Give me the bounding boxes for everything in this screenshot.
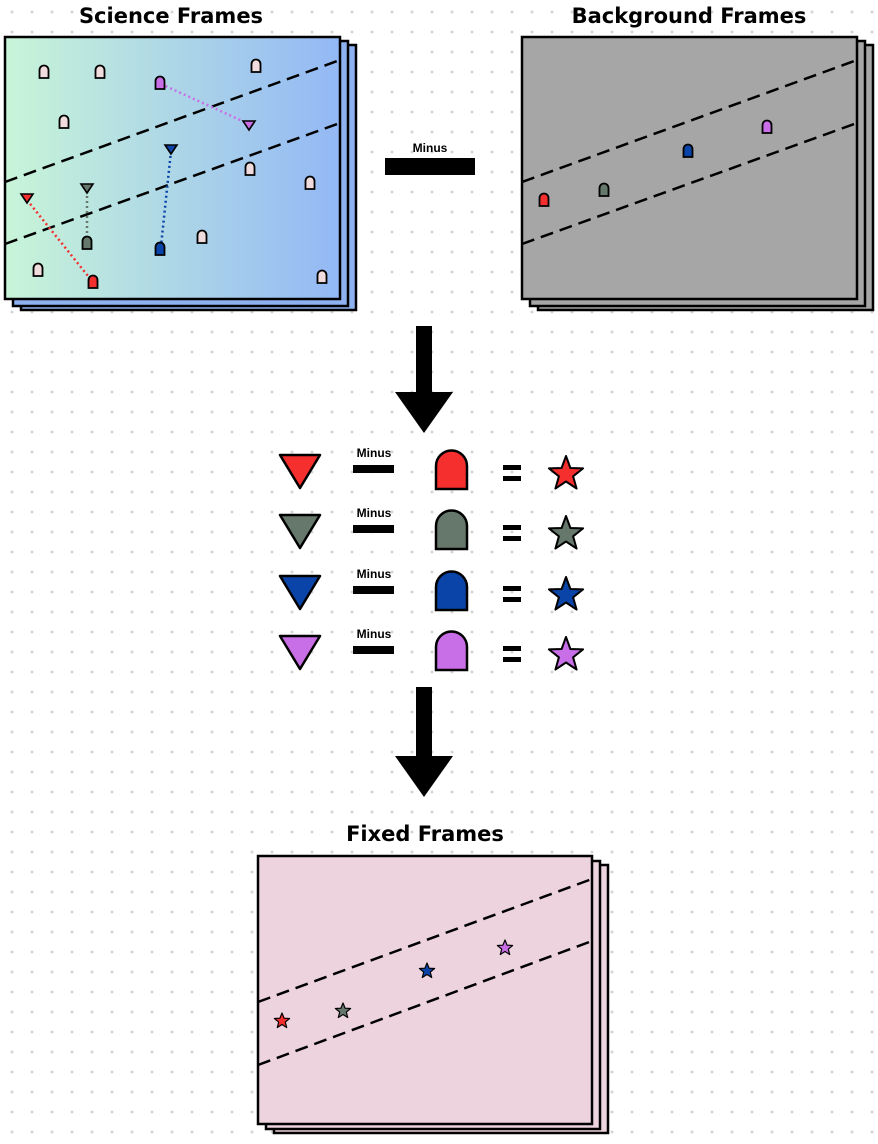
minus-label: Minus — [357, 567, 392, 581]
fixed-frames-title: Fixed Frames — [346, 822, 504, 846]
minus-sign — [353, 586, 394, 594]
arch-icon — [38, 64, 50, 79]
triangle-icon-blue — [163, 144, 179, 156]
star-icon — [547, 576, 585, 611]
fixed-frame — [256, 854, 594, 1126]
equals-sign-top — [503, 646, 521, 651]
arch-icon — [434, 630, 469, 672]
star-icon-gray — [334, 1002, 352, 1019]
equation-row-red: Minus — [278, 446, 585, 491]
minus-sign-top — [385, 158, 475, 175]
arch-icon — [434, 509, 469, 551]
arch-icon — [250, 58, 262, 73]
arch-icon-blue — [154, 241, 166, 256]
star-icon — [547, 455, 585, 490]
triangle-icon — [278, 453, 322, 490]
arch-icon — [94, 64, 106, 79]
triangle-icon-red — [19, 193, 35, 205]
arch-icon — [196, 229, 208, 244]
equals-sign-bottom — [503, 597, 521, 602]
background-frame — [520, 35, 859, 301]
triangle-icon-purple — [241, 120, 257, 132]
triangle-icon-gray — [79, 183, 95, 195]
fixed-frames-stack — [256, 854, 610, 1135]
equals-sign-top — [503, 465, 521, 470]
arch-icon-gray — [81, 235, 93, 250]
minus-sign — [353, 465, 394, 473]
connector-red — [26, 199, 93, 282]
connector-blue — [159, 150, 173, 247]
minus-label: Minus — [357, 627, 392, 641]
arch-icon-gray — [598, 182, 610, 197]
equation-row-blue: Minus — [278, 567, 585, 612]
minus-label: Minus — [357, 506, 392, 520]
arch-icon — [32, 262, 44, 277]
science-frames-stack — [3, 35, 358, 312]
star-icon-blue — [418, 962, 436, 979]
arch-icon-purple — [154, 75, 166, 90]
equals-sign-bottom — [503, 536, 521, 541]
equals-sign-bottom — [503, 476, 521, 481]
arch-icon-blue — [682, 143, 694, 158]
equals-sign-bottom — [503, 657, 521, 662]
arch-icon-purple — [761, 119, 773, 134]
arch-icon — [304, 175, 316, 190]
background-frames-stack — [520, 35, 875, 312]
star-icon — [547, 515, 585, 550]
triangle-icon — [278, 574, 322, 611]
triangle-icon — [278, 634, 322, 671]
minus-label-top: Minus — [413, 141, 448, 155]
minus-label: Minus — [357, 446, 392, 460]
star-icon-red — [273, 1012, 291, 1029]
down-arrow-icon — [395, 326, 453, 433]
science-frame — [3, 35, 342, 301]
minus-sign — [353, 525, 394, 533]
background-frames-title: Background Frames — [572, 4, 807, 28]
arch-icon-red — [538, 192, 550, 207]
arch-icon — [434, 449, 469, 491]
connector-purple — [160, 82, 250, 126]
arch-icon — [58, 114, 70, 129]
arch-icon-red — [87, 274, 99, 289]
equals-sign-top — [503, 525, 521, 530]
arch-icon — [434, 570, 469, 612]
equation-row-gray: Minus — [278, 506, 585, 551]
minus-sign — [353, 646, 394, 654]
science-frames-title: Science Frames — [79, 4, 263, 28]
star-icon-purple — [496, 939, 514, 956]
arch-icon — [316, 269, 328, 284]
down-arrow-icon — [395, 687, 453, 797]
triangle-icon — [278, 513, 322, 550]
arch-icon — [244, 161, 256, 176]
equals-sign-top — [503, 586, 521, 591]
equation-row-purple: Minus — [278, 627, 585, 672]
star-icon — [547, 636, 585, 671]
